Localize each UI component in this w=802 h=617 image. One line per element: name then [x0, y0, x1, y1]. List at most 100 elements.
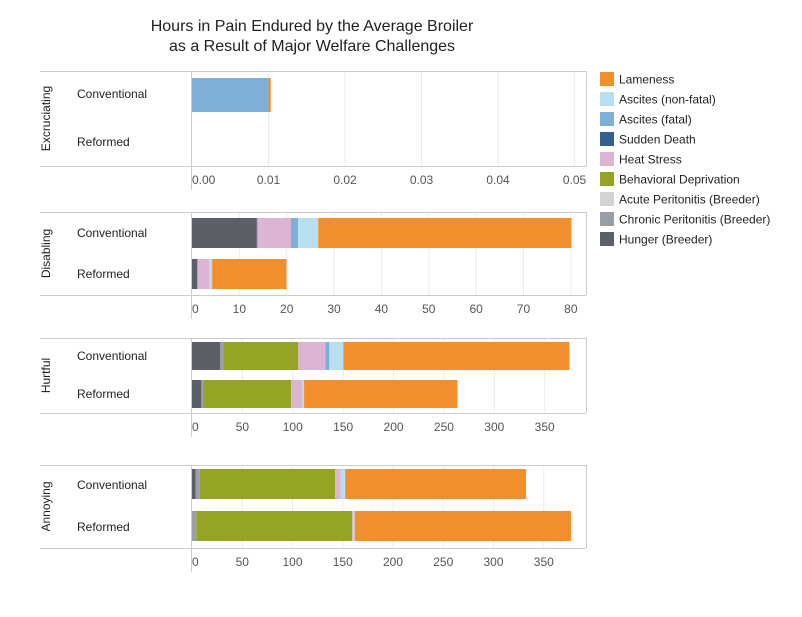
bar-segment-ascites-non-fatal [209, 259, 213, 289]
x-tick-label: 10 [233, 302, 247, 316]
chart-title-line-1: Hours in Pain Endured by the Average Bro… [151, 18, 474, 35]
legend-swatch [600, 192, 614, 206]
x-tick-label: 0 [192, 302, 199, 316]
x-tick-label: 0.04 [486, 173, 510, 187]
legend-label: Lameness [619, 73, 674, 87]
chart-title-line-2: as a Result of Major Welfare Challenges [169, 38, 455, 55]
x-tick-label: 20 [280, 302, 294, 316]
bar-segment-lameness [304, 380, 458, 408]
legend-item: Lameness [600, 72, 674, 87]
bar-segment-heat-stress [291, 380, 303, 408]
bar-segment-behavioral-deprivation [203, 380, 292, 408]
legend-item: Hunger (Breeder) [600, 232, 712, 247]
category-label: Reformed [77, 267, 130, 281]
bar-segment-hunger-breeder [192, 380, 202, 408]
bar-segment-ascites-non-fatal [298, 218, 319, 248]
panel-label: Disabling [39, 229, 53, 278]
x-tick-label: 250 [433, 555, 453, 569]
category-label: Conventional [77, 478, 147, 492]
legend-item: Behavioral Deprivation [600, 172, 740, 187]
x-tick-label: 250 [434, 420, 454, 434]
legend-swatch [600, 212, 614, 226]
bar-segment-lameness [318, 218, 572, 248]
bar-segment-ascites-non-fatal [353, 511, 355, 541]
bar-segment-chronic-peritonitis-breeder [192, 511, 197, 541]
x-tick-label: 60 [469, 302, 483, 316]
legend-label: Ascites (non-fatal) [619, 93, 716, 107]
x-tick-label: 0.03 [410, 173, 434, 187]
bar-segment-heat-stress [197, 259, 210, 289]
bar-segment-behavioral-deprivation [223, 342, 299, 370]
category-label: Conventional [77, 226, 147, 240]
x-tick-label: 0 [192, 420, 199, 434]
bar-segment-behavioral-deprivation [199, 469, 336, 499]
panel-annoying: Annoying Conventional Reformed 0 50 100 150 200… [39, 465, 587, 572]
legend-swatch [600, 152, 614, 166]
legend-swatch [600, 92, 614, 106]
legend-swatch [600, 112, 614, 126]
x-tick-label: 150 [333, 420, 353, 434]
legend: Lameness Ascites (non-fatal) Ascites (fata… [600, 72, 770, 247]
bar-segment-hunger-breeder [192, 218, 257, 248]
panel-excruciating: Excruciating Conventional Reformed 0.00 0.01… [39, 71, 587, 190]
x-tick-label: 350 [535, 420, 555, 434]
bar-segment-hunger-breeder [192, 469, 196, 499]
bar-segment-lameness [212, 259, 287, 289]
x-tick-label: 0.05 [563, 173, 587, 187]
legend-item: Ascites (fatal) [600, 112, 692, 127]
category-label: Conventional [77, 349, 147, 363]
legend-swatch [600, 232, 614, 246]
legend-swatch [600, 72, 614, 86]
category-label: Reformed [77, 387, 130, 401]
bar-segment-heat-stress [257, 218, 291, 248]
bar-segment-lameness [345, 469, 527, 499]
x-tick-label: 200 [383, 555, 403, 569]
bar-segment-hunger-breeder [192, 342, 221, 370]
bar-segment-ascites-non-fatal [329, 342, 344, 370]
bar-segment-ascites-non-fatal [340, 469, 346, 499]
x-tick-label: 100 [283, 420, 303, 434]
bar-segment-behavioral-deprivation [196, 511, 353, 541]
bar-segment-chronic-peritonitis-breeder [256, 218, 258, 248]
panel-hurtful: Hurtful Conventional Reformed 0 50 100 150 200 2… [39, 338, 587, 437]
x-tick-label: 0.00 [192, 173, 216, 187]
bar-segment-chronic-peritonitis-breeder [220, 342, 224, 370]
bar-segment-heat-stress [335, 469, 341, 499]
panel-disabling: Disabling Conventional Reformed 0 10 20 30 40 50… [39, 212, 587, 319]
legend-item: Chronic Peritonitis (Breeder) [600, 212, 770, 227]
legend-label: Ascites (fatal) [619, 113, 692, 127]
category-label: Reformed [77, 135, 130, 149]
bar-segment-lameness [343, 342, 570, 370]
category-label: Conventional [77, 87, 147, 101]
x-tick-label: 300 [484, 555, 504, 569]
x-tick-label: 0.01 [257, 173, 281, 187]
x-tick-label: 50 [236, 420, 250, 434]
x-tick-label: 300 [484, 420, 504, 434]
legend-item: Ascites (non-fatal) [600, 92, 716, 107]
legend-swatch [600, 132, 614, 146]
x-tick-label: 30 [327, 302, 341, 316]
legend-label: Hunger (Breeder) [619, 233, 712, 247]
bar-segment-chronic-peritonitis-breeder [195, 469, 200, 499]
x-tick-label: 150 [333, 555, 353, 569]
legend-item: Sudden Death [600, 132, 696, 147]
bar-segment-ascites-fatal [325, 342, 330, 370]
legend-label: Behavioral Deprivation [619, 173, 740, 187]
panel-label: Excruciating [39, 86, 53, 151]
x-tick-label: 200 [384, 420, 404, 434]
x-tick-label: 0 [192, 555, 199, 569]
bar-segment-lameness [268, 78, 271, 112]
x-tick-label: 0.02 [333, 173, 357, 187]
legend-label: Sudden Death [619, 133, 696, 147]
bar-segment-ascites-fatal [192, 78, 269, 112]
bar-segment-heat-stress [298, 342, 326, 370]
bar-segment-heat-stress [352, 511, 354, 541]
x-tick-label: 50 [422, 302, 436, 316]
legend-item: Acute Peritonitis (Breeder) [600, 192, 760, 207]
x-tick-label: 50 [236, 555, 250, 569]
panel-label: Annoying [39, 481, 53, 531]
legend-item: Heat Stress [600, 152, 682, 167]
bar-segment-hunger-breeder [192, 259, 198, 289]
x-tick-label: 80 [564, 302, 578, 316]
category-label: Reformed [77, 520, 130, 534]
